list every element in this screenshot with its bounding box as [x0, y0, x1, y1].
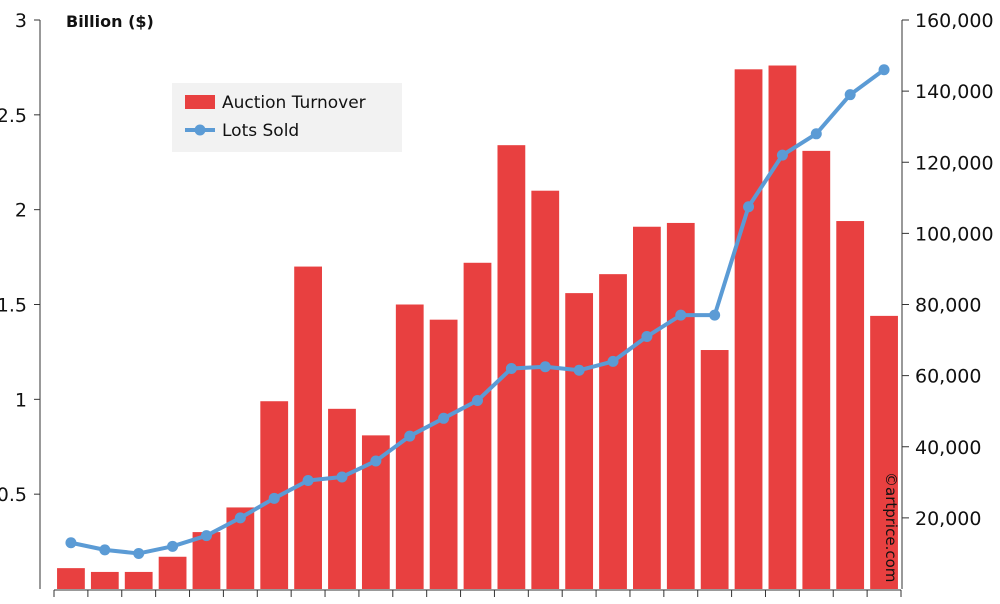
- turnover-bar: [57, 568, 85, 589]
- turnover-bar: [463, 262, 492, 589]
- lots-sold-point: [505, 363, 517, 375]
- lots-sold-point: [133, 547, 145, 559]
- right-axis: 20,000 40,000 60,000 80,000 100,000 120,000 14…: [901, 10, 994, 589]
- lots-sold-point: [472, 395, 483, 407]
- lots-sold-point: [776, 149, 788, 161]
- right-tick-label: 80,000: [915, 295, 981, 317]
- lots-sold-point: [99, 544, 111, 556]
- turnover-bar: [836, 221, 865, 589]
- legend-label-turnover: Auction Turnover: [222, 93, 366, 113]
- lots-sold-point: [709, 309, 721, 321]
- right-tick-label: 120,000: [915, 152, 994, 174]
- left-tick-label: 2.5: [0, 105, 27, 127]
- turnover-bar: [666, 222, 695, 589]
- left-tick-label: 1: [15, 389, 27, 411]
- legend-background: [172, 83, 402, 152]
- lots-sold-point: [878, 64, 890, 76]
- right-tick-label: 40,000: [915, 437, 981, 459]
- copyright-credit: ©artprice.com: [882, 472, 900, 582]
- lots-sold-point: [810, 128, 822, 140]
- left-tick-label: 1.5: [0, 295, 27, 317]
- y-axis-unit-label: Billion ($): [66, 12, 154, 31]
- right-tick-label: 20,000: [915, 508, 981, 530]
- legend-label-lots: Lots Sold: [222, 121, 299, 141]
- right-tick-label: 60,000: [915, 366, 981, 388]
- turnover-bar: [328, 408, 356, 589]
- lots-sold-line-group: [65, 64, 890, 559]
- right-tick-label: 100,000: [915, 223, 994, 245]
- lots-sold-point: [844, 89, 856, 101]
- x-axis: [53, 589, 902, 597]
- lots-sold-point: [370, 455, 382, 467]
- lots-sold-point: [539, 361, 551, 373]
- left-tick-label: 3: [15, 10, 27, 32]
- turnover-bar: [768, 65, 797, 589]
- lots-sold-point: [573, 364, 585, 376]
- lots-sold-point: [200, 530, 212, 542]
- legend-swatch-turnover: [185, 95, 215, 109]
- turnover-bar: [395, 304, 424, 589]
- turnover-bar: [802, 150, 831, 589]
- legend: Auction Turnover Lots Sold: [172, 83, 402, 152]
- turnover-bar: [734, 69, 763, 589]
- right-tick-label: 160,000: [915, 10, 994, 32]
- turnover-bar: [700, 350, 729, 589]
- right-tick-label: 140,000: [915, 81, 994, 103]
- left-tick-label: 0.5: [0, 484, 27, 506]
- turnover-bar: [294, 266, 322, 589]
- lots-sold-point: [336, 471, 348, 483]
- left-tick-label: 2: [15, 200, 27, 222]
- lots-sold-point: [65, 537, 77, 549]
- turnover-bar: [90, 571, 119, 589]
- legend-swatch-lots-marker: [194, 124, 206, 136]
- lots-sold-point: [743, 201, 755, 213]
- lots-sold-point: [167, 540, 179, 552]
- lots-sold-point: [404, 430, 416, 442]
- lots-sold-point: [268, 492, 280, 504]
- lots-sold-point: [302, 475, 314, 487]
- lots-sold-point: [438, 412, 450, 424]
- turnover-bar: [531, 190, 560, 589]
- turnover-bar: [565, 293, 594, 589]
- lots-sold-point: [675, 309, 687, 321]
- lots-sold-point: [641, 331, 653, 343]
- turnover-bar: [599, 274, 627, 589]
- turnover-bar: [633, 226, 661, 589]
- turnover-bar: [429, 319, 458, 589]
- lots-sold-point: [607, 355, 619, 367]
- left-axis: 0.5 1 1.5 2 2.5 3: [0, 10, 41, 589]
- turnover-bar: [870, 315, 898, 589]
- lots-sold-point: [234, 512, 246, 524]
- turnover-bar: [192, 532, 221, 589]
- turnover-bar: [124, 571, 153, 589]
- turnover-bar: [158, 556, 187, 589]
